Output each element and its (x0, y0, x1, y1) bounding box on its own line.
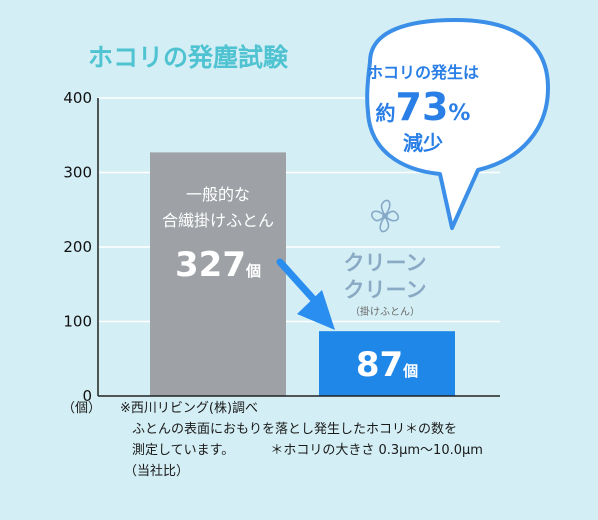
bar-regular-futon (150, 152, 286, 396)
y-axis: 0 100 200 300 400 (63, 89, 92, 405)
decrease-arrow (276, 258, 335, 330)
bar1-value: 327 (175, 245, 246, 285)
y-axis-unit: （個） (62, 401, 102, 416)
bubble-percent: % (448, 101, 470, 126)
bubble-line3: 減少 (403, 131, 443, 155)
y-tick-label: 200 (63, 238, 92, 256)
bubble-line1: ホコリの発生は (367, 63, 479, 82)
bubble-number: 73 (396, 85, 449, 129)
logo-line1: クリーン (344, 251, 427, 275)
logo-line2: クリーン (344, 278, 427, 302)
footnote-source: ※西川リビング(株)調べ (120, 401, 259, 416)
bar2-value: 87 (356, 345, 403, 385)
bar1-label-line2: 合繊掛けふとん (162, 211, 274, 230)
bubble-prefix: 約 (376, 101, 396, 125)
y-tick-label: 100 (63, 313, 92, 331)
y-tick-label: 0 (82, 387, 92, 405)
bubble-line2: 約73% (376, 85, 471, 129)
bar-cleanclean-futon (319, 331, 455, 396)
bar1-label-line1: 一般的な (186, 185, 250, 204)
logo-subline: （掛けふとん） (350, 305, 420, 318)
bar1-value-label: 327個 (175, 245, 261, 285)
cleanclean-logo: クリーン クリーン （掛けふとん） (344, 199, 427, 318)
footnote-comparison: （当社比） (124, 464, 190, 479)
footnote-method-cont: 測定しています。 (132, 443, 235, 458)
y-tick-label: 400 (63, 89, 92, 107)
bar2-value-label: 87個 (356, 345, 418, 385)
y-tick-label: 300 (63, 164, 92, 182)
chart-title: ホコリの発塵試験 (88, 43, 289, 72)
footnote: （個） ※西川リビング(株)調べ ふとんの表面におもりを落とし発生したホコリ＊の数… (62, 398, 483, 482)
knot-mark-icon (370, 199, 400, 233)
footnote-method: ふとんの表面におもりを落とし発生したホコリ＊の数を (132, 422, 458, 437)
bar1-unit: 個 (245, 262, 261, 280)
speech-bubble: ホコリの発生は 約73% 減少 (365, 18, 550, 230)
footnote-size-note: ＊ホコリの大きさ 0.3μm〜10.0μm (270, 443, 483, 458)
bar2-unit: 個 (402, 362, 418, 380)
